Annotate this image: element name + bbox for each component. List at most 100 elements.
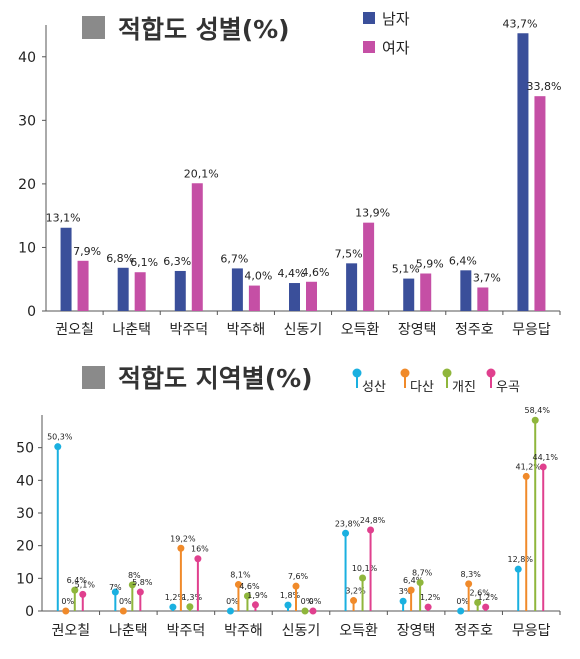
legend: 성산 다산 개진 우곡 [352, 368, 520, 395]
legend-marker [486, 368, 496, 378]
lollipop-point [194, 555, 202, 563]
lollipop-point [136, 588, 144, 596]
data-label: 13,1% [46, 212, 81, 225]
data-label: 0% [61, 597, 74, 606]
lollipop-point [169, 603, 177, 611]
bar [403, 278, 415, 311]
data-label: 4,6% [239, 582, 260, 591]
bar [517, 33, 529, 312]
data-label: 0% [226, 597, 239, 606]
y-tick-label: 0 [25, 604, 34, 620]
data-label: 3,7% [473, 271, 501, 284]
data-label: 3% [399, 587, 412, 596]
data-label: 7,9% [73, 245, 101, 258]
data-label: 23,8% [335, 519, 361, 528]
data-label: 3,2% [345, 587, 366, 596]
data-label: 0% [119, 597, 132, 606]
data-label: 1,2% [165, 593, 186, 602]
data-label: 6,4% [403, 576, 424, 585]
lollipop-point [128, 581, 136, 589]
data-label: 41,2% [516, 462, 542, 471]
legend-marker [352, 368, 362, 378]
x-tick-label: 신동기 [284, 322, 323, 338]
bar [60, 227, 72, 311]
bar [231, 268, 243, 311]
x-tick-label: 신동기 [282, 623, 321, 639]
legend-label: 여자 [382, 39, 410, 57]
lollipop-point [350, 597, 358, 605]
data-label: 5,1% [392, 263, 420, 276]
data-label: 8,7% [412, 569, 433, 578]
lollipop-point [234, 581, 242, 589]
lollipop-point [71, 586, 79, 594]
data-label: 4,6% [302, 266, 330, 279]
chart-title: 적합도 성별(%) [118, 15, 290, 44]
data-label: 1,2% [478, 593, 499, 602]
x-tick-label: 나춘택 [112, 322, 151, 338]
bar [191, 183, 203, 311]
data-label: 12,8% [508, 555, 534, 564]
x-tick-label: 박주덕 [169, 322, 208, 338]
bar [306, 281, 317, 311]
bar [77, 260, 89, 311]
data-label: 43,7% [502, 17, 537, 30]
lollipop-point [465, 580, 473, 588]
data-label: 6,4% [449, 254, 477, 267]
lollipop-point [474, 599, 482, 607]
bar [420, 273, 432, 311]
legend-label: 다산 [410, 380, 434, 395]
data-label: 2,6% [470, 589, 491, 598]
lollipop-point [342, 529, 350, 537]
lollipop-point [243, 592, 251, 600]
data-label: 16% [191, 545, 209, 554]
bar [477, 287, 489, 311]
x-tick-label: 오득환 [341, 322, 380, 338]
lollipop-point [522, 472, 530, 480]
data-label: 13,9% [355, 207, 390, 220]
lollipop-point [284, 601, 292, 609]
data-label: 7,5% [335, 247, 363, 260]
bar [363, 222, 375, 311]
lollipop-point [54, 443, 62, 451]
lollipop-point [251, 601, 259, 609]
x-tick-label: 나춘택 [109, 623, 148, 639]
x-tick-label: 박주해 [227, 322, 266, 338]
x-tick-label: 권오칠 [55, 322, 94, 338]
bar [346, 263, 358, 311]
axes: 0 10 20 30 40 50 권오칠 나춘택 박주덕 박주해 신동기 오득환 장영택 정주호 무응답 [16, 415, 561, 639]
title-icon [82, 16, 105, 39]
y-tick-label: 0 [27, 304, 36, 320]
data-label: 7,6% [288, 572, 309, 581]
data-label: 0% [301, 597, 314, 606]
lollipop-point [359, 574, 367, 582]
data-label: 6,3% [163, 255, 191, 268]
x-tick-label: 장영택 [398, 322, 437, 338]
lollipop-point [177, 544, 185, 552]
x-tick-label: 정주호 [455, 322, 494, 338]
chart-title: 적합도 지역별(%) [118, 364, 313, 393]
lollipop-point [482, 603, 490, 611]
legend-marker [400, 368, 410, 378]
bar [289, 283, 300, 311]
data-label: 44,1% [533, 453, 559, 462]
data-label: 20,1% [184, 167, 219, 180]
lollipop-point [531, 416, 539, 424]
lollipop-point [301, 607, 309, 615]
data-label: 1,8% [280, 591, 301, 600]
lollipop-point [111, 588, 119, 596]
data-label: 6,7% [220, 252, 248, 265]
data-label: 8% [128, 571, 141, 580]
lollipop-point [119, 607, 127, 615]
data-label: 5,8% [132, 578, 153, 587]
x-tick-label: 무응답 [512, 322, 551, 338]
data-label: 1,2% [420, 593, 441, 602]
data-label: 8,1% [230, 571, 251, 580]
region-chart: 적합도 지역별(%) 성산 다산 개진 우곡 0 10 20 30 40 50 권오칠 나춘택 박주덕… [16, 364, 561, 639]
lollipop-point [514, 565, 522, 573]
y-tick-label: 20 [18, 177, 36, 193]
data-label: 1,9% [247, 591, 268, 600]
y-tick-label: 50 [16, 441, 34, 457]
legend-label: 우곡 [496, 380, 520, 395]
